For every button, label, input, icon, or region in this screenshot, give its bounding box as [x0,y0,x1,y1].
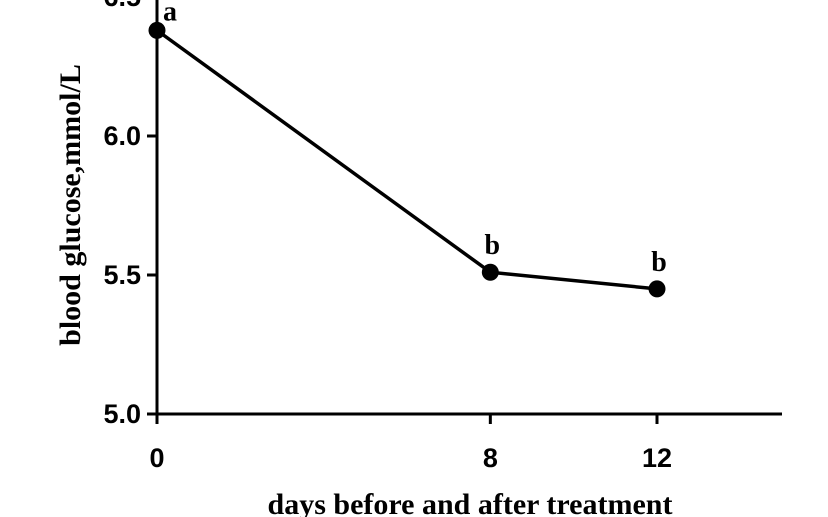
x-tick-label: 8 [483,443,498,473]
data-points: a b b [148,0,667,298]
data-point [481,263,499,281]
y-tick-label: 5.5 [103,260,141,290]
point-label: b [485,230,501,261]
y-axis: 6.5 6.0 5.5 5.0 [103,0,159,429]
data-point [148,21,166,39]
y-axis-title: blood glucose,mmol/L [54,64,87,346]
x-ticks: 0 8 12 [149,414,672,473]
y-tick-label: 6.5 [103,0,141,12]
series-blood-glucose: a b b [148,0,667,298]
y-tick-label: 5.0 [103,399,141,429]
data-point [648,280,666,298]
x-axis: 0 8 12 [149,412,782,473]
point-label: a [163,0,177,27]
x-tick-label: 12 [642,443,672,473]
point-label: b [651,247,667,278]
y-tick-label: 6.0 [103,121,141,151]
x-tick-label: 0 [149,443,164,473]
series-line [155,28,658,291]
y-ticks: 6.5 6.0 5.5 5.0 [103,0,157,429]
x-axis-title: days before and after treatment [268,488,673,517]
